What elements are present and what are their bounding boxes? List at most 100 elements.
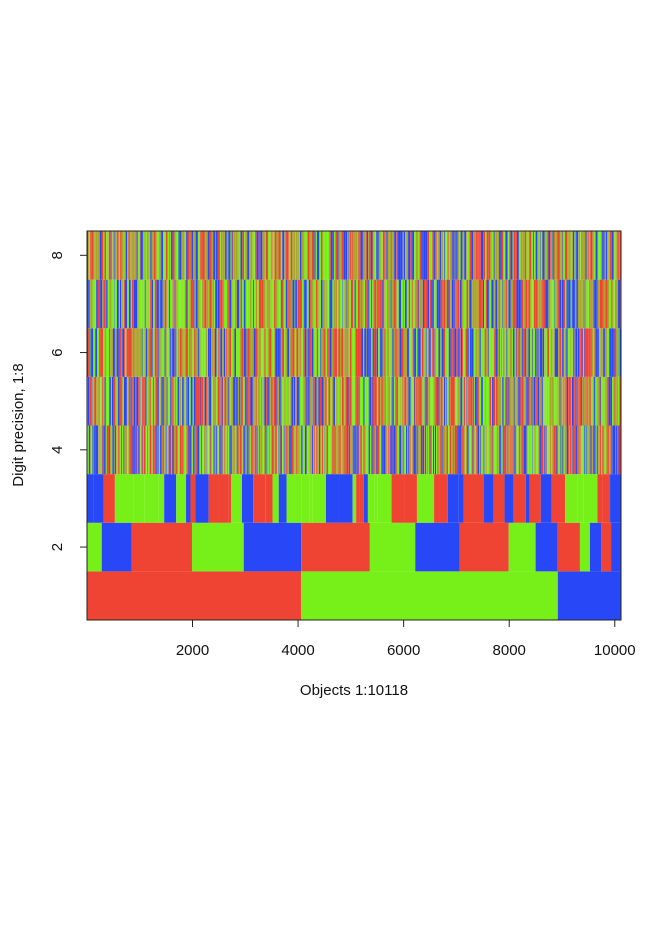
heatmap-cell [270,376,272,426]
heatmap-cell [617,231,619,280]
heatmap-cell [414,328,417,377]
heatmap-cell [499,376,502,426]
heatmap-cell [288,279,290,329]
heatmap-cell [263,425,266,475]
heatmap-cell [101,522,132,572]
heatmap-cell [381,279,383,329]
heatmap-cell [174,231,176,280]
heatmap-cell [350,231,352,280]
heatmap-cell [296,279,298,329]
heatmap-cell [239,328,242,377]
heatmap-cell [264,231,266,280]
heatmap-cell [481,425,483,475]
heatmap-cell [300,328,303,377]
heatmap-cell [349,328,352,377]
heatmap-cell [341,279,343,329]
heatmap-cell [112,425,114,475]
heatmap-cell [284,425,287,475]
heatmap-cell [215,376,217,426]
heatmap-cell [276,376,278,426]
heatmap-cell [131,376,133,426]
heatmap-cell [445,279,448,329]
heatmap-cell [306,279,309,329]
heatmap-cell [192,328,195,377]
heatmap-cell [140,376,143,426]
heatmap-cell [556,328,559,377]
heatmap-cell [438,328,441,377]
heatmap-cell [207,328,210,377]
heatmap-cell [619,376,621,426]
heatmap-cell [421,328,424,377]
heatmap-cell [111,279,114,329]
heatmap-cell [285,376,288,426]
heatmap-cell [197,328,199,377]
heatmap-cell [319,231,322,280]
heatmap-cell [101,231,104,280]
heatmap-cell [423,328,425,377]
heatmap-cell [440,328,442,377]
heatmap-cell [146,425,148,475]
heatmap-cell [230,231,232,280]
heatmap-cell [389,425,390,475]
heatmap-cell [465,425,467,475]
heatmap-cell [199,425,202,475]
heatmap-cell [110,376,112,426]
heatmap-cell [611,328,614,377]
heatmap-cell [323,376,325,426]
heatmap-cell [336,279,338,329]
heatmap-cell [272,376,274,426]
heatmap-cell [478,231,480,280]
heatmap-cell [544,425,546,475]
heatmap-cell [553,231,555,280]
heatmap-cell [437,328,439,377]
heatmap-cell [169,425,171,475]
heatmap-cell [93,376,95,426]
heatmap-cell [137,425,139,475]
heatmap-cell [571,376,574,426]
heatmap-cell [102,328,105,377]
heatmap-cell [574,231,576,280]
heatmap-cell [143,279,145,329]
heatmap-cell [164,231,166,280]
heatmap-cell [452,328,455,377]
heatmap-cell [153,279,155,329]
heatmap-cell [88,279,90,329]
heatmap-cell [508,376,510,426]
heatmap-cell [206,279,207,329]
heatmap-cell [218,425,221,475]
heatmap-cell [225,231,227,280]
heatmap-cell [265,328,267,377]
heatmap-cell [226,425,229,475]
heatmap-cell [541,231,542,280]
heatmap-cell [176,328,178,377]
heatmap-cell [163,425,165,475]
heatmap-cell [269,376,271,426]
heatmap-cell [192,279,195,329]
heatmap-cell [500,279,501,329]
heatmap-cell [554,279,556,329]
heatmap-cell [142,376,144,426]
heatmap-cell [465,328,468,377]
heatmap-cell [333,425,335,475]
heatmap-cell [256,425,258,475]
heatmap-cell [286,474,295,523]
heatmap-cell [100,328,103,377]
heatmap-cell [502,425,504,475]
heatmap-cell [510,279,514,329]
heatmap-cell [209,425,211,475]
heatmap-cell [330,376,332,426]
heatmap-cell [295,376,297,426]
heatmap-cell [232,279,234,329]
heatmap-cell [603,425,605,475]
heatmap-cell [408,231,411,280]
heatmap-cell [482,279,483,329]
heatmap-cell [160,328,162,377]
heatmap-cell [487,425,489,475]
heatmap-cell [284,231,286,280]
heatmap-cell [578,425,580,475]
heatmap-cell [258,328,261,377]
heatmap-cell [576,231,579,280]
heatmap-cell [595,231,598,280]
heatmap-cell [92,425,94,475]
